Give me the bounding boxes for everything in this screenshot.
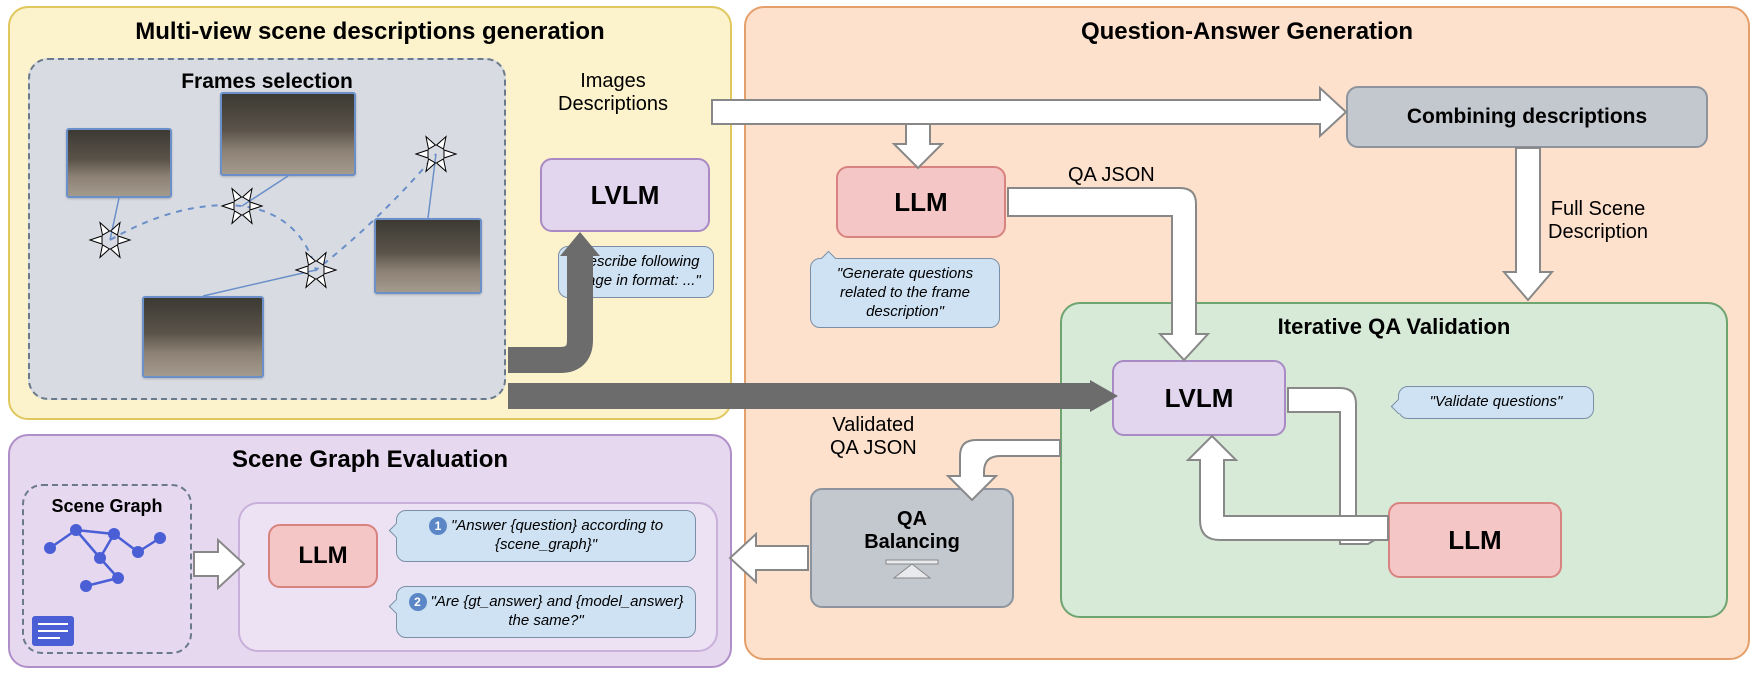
llm-valid-label: LLM (1448, 525, 1501, 556)
step-2-badge: 2 (409, 593, 427, 611)
frame-thumbnail (220, 92, 356, 176)
qa-balancing-box: QA Balancing (810, 488, 1014, 608)
q1-text: "Answer {question} according to {scene_g… (451, 517, 663, 553)
step-1-badge: 1 (429, 517, 447, 535)
validated-qa-json-label: Validated QA JSON (830, 414, 917, 460)
frames-title: Frames selection (30, 60, 504, 94)
generate-questions-bubble: "Generate questions related to the frame… (810, 258, 1000, 328)
balance-icon (882, 558, 942, 582)
combining-descriptions-box: Combining descriptions (1346, 86, 1708, 148)
lvlm-box-1: LVLM (540, 158, 710, 232)
lvlm-box-2: LVLM (1112, 360, 1286, 436)
multiview-title: Multi-view scene descriptions generation (10, 8, 730, 46)
describe-prompt-bubble: "Describe following image in format: ...… (558, 246, 714, 298)
frame-thumbnail (66, 128, 172, 198)
scene-graph-label: Scene Graph (24, 486, 190, 517)
lvlm-2-label: LVLM (1165, 383, 1234, 414)
lvlm-1-label: LVLM (591, 180, 660, 211)
images-descriptions-label: Images Descriptions (558, 70, 668, 116)
q2-text: "Are {gt_answer} and {model_answer} the … (431, 593, 684, 629)
qa-title: Question-Answer Generation (746, 8, 1748, 46)
llm-scene-label: LLM (298, 542, 347, 570)
full-scene-desc-label: Full Scene Description (1548, 198, 1648, 244)
qa-balance-label: QA Balancing (812, 508, 1012, 554)
llm-scene-box: LLM (268, 524, 378, 588)
frame-thumbnail (374, 218, 482, 294)
qa-json-label: QA JSON (1068, 164, 1155, 187)
llm-validation-box: LLM (1388, 502, 1562, 578)
compare-answers-bubble: 2"Are {gt_answer} and {model_answer} the… (396, 586, 696, 638)
scene-graph-sub-panel: Scene Graph (22, 484, 192, 654)
combining-label: Combining descriptions (1407, 105, 1647, 129)
iterative-title: Iterative QA Validation (1062, 304, 1726, 340)
llm-qa-box: LLM (836, 166, 1006, 238)
scene-eval-title: Scene Graph Evaluation (10, 436, 730, 474)
answer-question-bubble: 1"Answer {question} according to {scene_… (396, 510, 696, 562)
validate-questions-bubble: "Validate questions" (1398, 386, 1594, 419)
frame-thumbnail (142, 296, 264, 378)
llm-qa-label: LLM (894, 187, 947, 218)
